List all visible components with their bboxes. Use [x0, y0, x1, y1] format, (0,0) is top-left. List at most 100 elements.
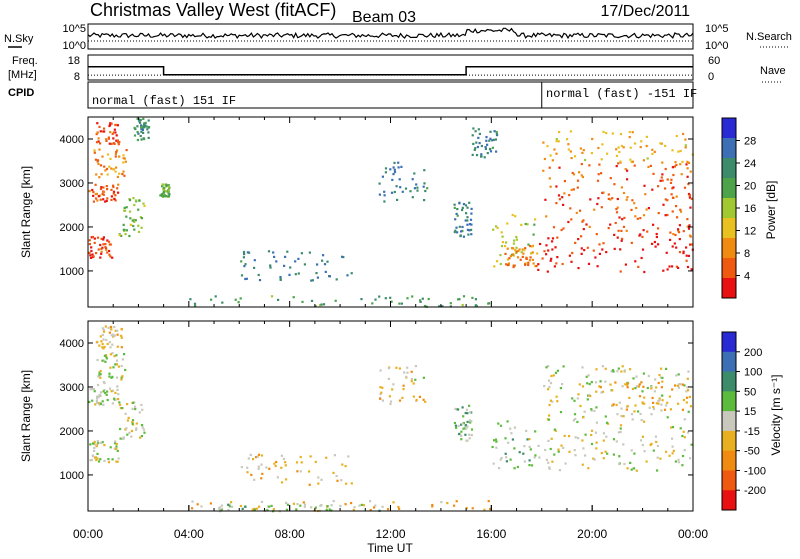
- velocity-scatter-cell: [116, 460, 119, 463]
- power-scatter-cell: [568, 194, 571, 197]
- velocity-scatter-cell: [588, 383, 591, 386]
- velocity-scatter-cell: [120, 378, 123, 381]
- power-scatter-cell: [579, 209, 582, 212]
- velocity-scatter-cell: [280, 466, 283, 469]
- velocity-scatter-cell: [116, 329, 119, 332]
- power-scatter-cell: [662, 269, 665, 272]
- velocity-scatter-cell: [611, 389, 614, 392]
- velocity-scatter-cell: [610, 370, 613, 373]
- power-scatter-cell: [168, 193, 171, 196]
- power-scatter-cell: [651, 242, 654, 245]
- velocity-scatter-cell: [362, 504, 365, 507]
- power-scatter-cell: [681, 160, 684, 163]
- power-scatter-cell: [289, 266, 292, 269]
- velocity-scatter-cell: [622, 415, 625, 418]
- power-scatter-cell: [139, 216, 142, 219]
- velocity-scatter-cell: [196, 503, 199, 506]
- power-scatter-cell: [513, 239, 516, 242]
- velocity-scatter-cell: [412, 395, 415, 398]
- power-scatter-cell: [572, 188, 575, 191]
- power-scatter-cell: [308, 251, 311, 254]
- power-scatter-cell: [316, 276, 319, 279]
- power-scatter-cell: [617, 229, 620, 232]
- power-scatter-cell: [133, 203, 136, 207]
- power-scatter-cell: [576, 186, 579, 189]
- velocity-scatter-cell: [465, 408, 469, 411]
- velocity-scatter-cell: [96, 452, 99, 455]
- cpid-segment-1: normal (fast) 151 IF: [92, 94, 236, 108]
- velocity-scatter-cell: [107, 326, 110, 329]
- velocity-scatter-cell: [127, 416, 130, 419]
- power-scatter-cell: [346, 274, 349, 277]
- power-scatter-cell: [144, 124, 147, 127]
- power-scatter-cell: [679, 149, 682, 153]
- velocity-scatter-cell: [252, 458, 255, 461]
- power-scatter-cell: [112, 137, 115, 140]
- power-scatter-cell: [100, 250, 103, 253]
- power-scatter-cell: [664, 187, 667, 190]
- power-scatter-cell: [272, 251, 275, 254]
- power-scatter-cell: [275, 260, 278, 263]
- velocity-scatter-cell: [228, 503, 231, 506]
- power-scatter-cell: [108, 243, 111, 246]
- velocity-scatter-cell: [379, 369, 382, 372]
- power-scatter-cell: [122, 223, 125, 226]
- power-scatter-cell: [413, 172, 416, 175]
- velocity-scatter-cell: [94, 443, 97, 446]
- velocity-scatter-cell: [553, 453, 556, 456]
- velocity-scatter-cell: [562, 446, 565, 449]
- velocity-scatter-cell: [622, 443, 625, 446]
- velocity-scatter-cell: [623, 462, 626, 466]
- power-scatter-cell: [504, 252, 507, 255]
- power-scatter-cell: [617, 162, 620, 165]
- velocity-colorbar-label: Velocity [m s⁻¹]: [769, 374, 783, 455]
- power-scatter-cell: [114, 152, 117, 156]
- power-scatter-cell: [615, 154, 619, 157]
- velocity-scatter-cell: [113, 355, 116, 358]
- power-scatter-cell: [88, 243, 91, 246]
- velocity-scatter-cell: [131, 422, 134, 425]
- velocity-scatter-cell: [523, 460, 526, 463]
- velocity-scatter-cell: [528, 459, 531, 462]
- power-scatter-cell: [639, 146, 642, 149]
- velocity-scatter-cell: [615, 440, 618, 443]
- power-scatter-cell: [602, 130, 605, 133]
- velocity-scatter-cell: [455, 500, 458, 503]
- velocity-scatter-cell: [339, 504, 342, 508]
- power-scatter-cell: [112, 185, 115, 189]
- velocity-scatter-cell: [498, 467, 501, 470]
- velocity-scatter-cell: [91, 388, 94, 391]
- power-scatter-cell: [474, 130, 477, 133]
- power-scatter-cell: [492, 228, 495, 231]
- velocity-scatter-cell: [415, 398, 418, 402]
- velocity-scatter-cell: [96, 401, 99, 404]
- cpid-segment-2: normal (fast) -151 IF: [546, 87, 697, 101]
- power-scatter-cell: [489, 137, 492, 140]
- power-scatter-cell: [577, 267, 580, 270]
- velocity-scatter-cell: [446, 502, 449, 505]
- velocity-scatter-cell: [344, 465, 347, 468]
- velocity-scatter-cell: [665, 450, 668, 453]
- velocity-scatter-cell: [96, 358, 99, 362]
- power-scatter-cell: [519, 258, 522, 261]
- velocity-scatter-cell: [630, 413, 633, 416]
- power-scatter-cell: [568, 254, 571, 257]
- velocity-scatter-cell: [687, 370, 690, 373]
- power-scatter-cell: [321, 259, 324, 262]
- velocity-scatter-cell: [675, 374, 678, 377]
- velocity-scatter-cell: [422, 398, 425, 401]
- power-scatter-cell: [504, 245, 507, 248]
- power-scatter-cell: [570, 218, 573, 221]
- power-scatter-cell: [101, 155, 104, 158]
- power-scatter-cell: [106, 239, 109, 242]
- power-scatter-cell: [140, 124, 143, 127]
- power-scatter-cell: [297, 272, 300, 275]
- velocity-scatter-cell: [660, 367, 663, 370]
- velocity-scatter-cell: [509, 458, 512, 461]
- colorbar-segment: [722, 138, 736, 159]
- power-scatter-cell: [653, 240, 656, 244]
- velocity-scatter-cell: [98, 344, 101, 347]
- velocity-scatter-cell: [336, 479, 339, 482]
- power-scatter-cell: [116, 187, 119, 190]
